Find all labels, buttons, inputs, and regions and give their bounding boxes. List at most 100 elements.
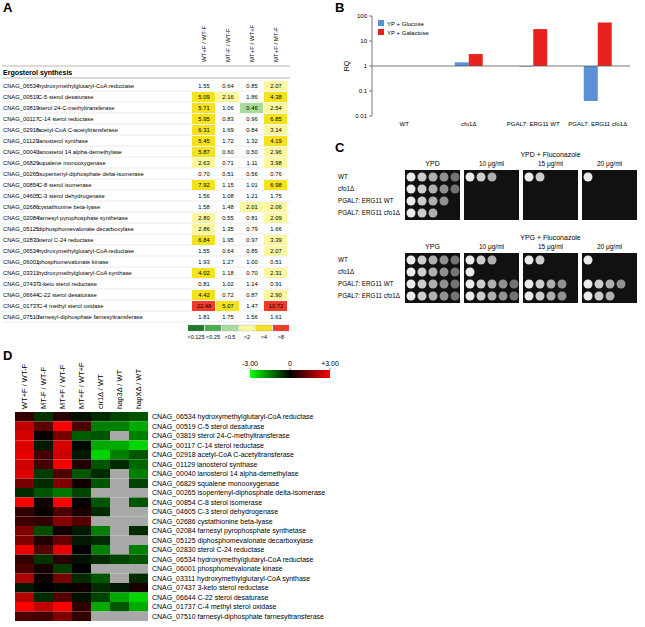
row-rule [2,168,290,169]
y-tick-label: 1 [364,63,368,69]
cell-value: 2.07 [270,83,281,89]
strain-label: WT [338,256,348,263]
heatmap-cell [34,422,53,432]
x-tick-label: WT [400,121,410,127]
cell-value: 0.96 [246,116,257,122]
cell-value: 0.64 [222,248,234,254]
heatmap-cell [34,431,53,441]
heatmap-cell [15,488,34,498]
cell-value: 5.71 [198,105,209,111]
heatmap-cell [53,431,72,441]
strain-label: PGAL7: ERG11 cfo1Δ [338,209,401,216]
strain-label: WT [338,173,348,180]
legend-swatch [378,20,384,26]
spot [440,292,449,301]
spot [429,256,438,265]
heatmap-cell [91,583,110,593]
colorbar-tick [250,368,251,370]
heatmap-cell [34,479,53,489]
y-tick-label: 10 [360,38,367,44]
gene-id: CNAG_00854 [3,182,40,188]
row-label: CNAG_07510 farnesyl-diphosphate farnesyl… [152,613,324,621]
cell-color [264,301,287,311]
cell-value: 7.92 [198,182,209,188]
heatmap-cell [15,469,34,479]
cell-value: 1.86 [246,94,257,100]
heatmap-cell [53,517,72,527]
cell-color [192,268,215,278]
cell-color [264,125,287,135]
spot [536,280,545,289]
heatmap-cell [91,479,110,489]
heatmap-cell [91,602,110,612]
spot [451,268,460,277]
cell-value: 1.11 [247,160,258,166]
y-tick [369,91,372,92]
spot [407,292,416,301]
heatmap-cell [110,555,129,565]
heatmap-cell [91,574,110,584]
spot [466,280,475,289]
heatmap-cell [91,555,110,565]
row-rule [2,179,290,180]
gene-name: farnesyl-diphosphate farnesyltransferase [38,314,143,320]
drug-label: YPG + Fluconazole [520,234,581,241]
heatmap-cell [53,593,72,603]
heatmap-cell [110,583,129,593]
row-rule [2,201,290,202]
spot [418,209,427,218]
figure: ABCDWT+F / WT-FMT-F / WT-FMT+F / WT+FMT+… [0,0,645,627]
cell-color [264,180,287,190]
heatmap-cell [34,498,53,508]
spot [440,268,449,277]
cell-value: 0.85 [246,248,257,254]
cell-value: 0.70 [198,171,209,177]
x-tick-label: PGAL7: ERG11 cfo1Δ [568,121,627,127]
spot [429,209,438,218]
spot [429,173,438,182]
heatmap-cell [72,593,91,603]
cell-color [192,180,215,190]
spot [525,256,534,265]
gene-id: CNAG_02830 [3,237,39,243]
heatmap-cell [129,450,148,460]
legend-label: <0.25 [206,334,220,340]
row-rule [2,234,290,235]
strain-label: PGAL7: ERG11 WT [338,280,394,287]
gene-name: C-8 sterol isomerase [38,182,91,188]
spot [418,185,427,194]
heatmap-cell [34,545,53,555]
spot [466,292,475,301]
medium-label: YPG [425,243,440,250]
cell-color [264,92,287,102]
gene-name: acetyl-CoA C-acetyltransferase [38,127,118,133]
bar [584,66,598,101]
gene-name: C-14 sterol reductase [38,116,93,122]
gene-name: lanosterol synthase [38,138,88,144]
plate [405,253,460,303]
row-label: CNAG_06534 hydroxymethylglutaryl-CoA red… [152,413,314,421]
spot [558,292,567,301]
heatmap-cell [34,526,53,536]
heatmap-cell [129,431,148,441]
gene-id: CNAG_00117 [3,116,39,122]
heatmap-cell [53,555,72,565]
spot [595,280,604,289]
heatmap-cell [15,574,34,584]
heatmap-cell [15,450,34,460]
row-label: CNAG_00265 isopentenyl-diphosphate delta… [152,489,325,497]
heatmap-cell [34,602,53,612]
heatmap-cell [72,612,91,622]
spot [440,185,449,194]
heatmap-cell [110,507,129,517]
cell-value: 1.35 [222,226,233,232]
heatmap-cell [91,564,110,574]
cell-value: 5.87 [198,149,209,155]
heatmap-cell [129,574,148,584]
cell-value: 1.21 [246,193,257,199]
heatmap-cell [91,431,110,441]
cell-color [192,213,215,223]
heatmap-cell [34,441,53,451]
gene-name: squalene monooxygenase [38,160,106,166]
spot [407,173,416,182]
